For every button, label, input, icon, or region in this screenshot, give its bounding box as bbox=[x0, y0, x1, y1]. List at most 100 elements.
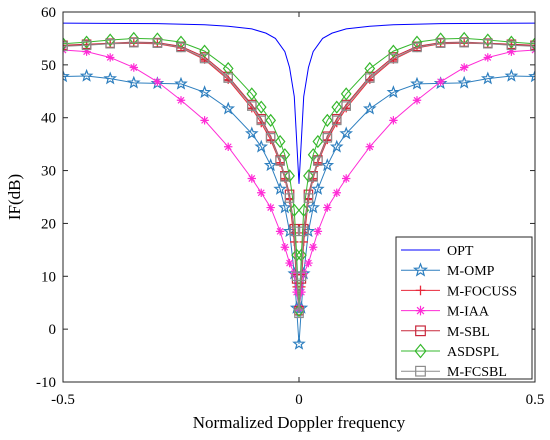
data-point bbox=[329, 139, 344, 153]
data-point bbox=[104, 33, 116, 47]
data-point bbox=[313, 227, 323, 236]
data-point bbox=[284, 193, 295, 203]
legend-item: M-IAA bbox=[401, 305, 490, 320]
legend-marker bbox=[415, 305, 426, 316]
data-point bbox=[257, 188, 266, 197]
x-axis-label: Normalized Doppler frequency bbox=[193, 413, 406, 432]
legend-marker bbox=[415, 285, 426, 296]
data-point bbox=[388, 44, 399, 58]
data-point bbox=[153, 77, 162, 86]
data-point bbox=[460, 63, 469, 72]
data-point bbox=[435, 38, 446, 48]
data-point bbox=[81, 35, 92, 49]
data-point bbox=[365, 142, 374, 151]
data-point bbox=[176, 42, 186, 53]
data-point bbox=[63, 69, 70, 83]
data-point bbox=[340, 87, 352, 101]
data-point bbox=[246, 87, 258, 101]
data-point bbox=[331, 100, 343, 114]
legend-marker bbox=[412, 262, 429, 277]
data-point bbox=[280, 172, 290, 182]
data-point bbox=[306, 200, 320, 214]
data-point bbox=[265, 113, 277, 127]
data-point bbox=[82, 47, 91, 56]
legend-label: OPT bbox=[447, 244, 474, 259]
data-point bbox=[296, 271, 307, 282]
data-point bbox=[458, 31, 470, 46]
legend-label: M-OMP bbox=[447, 264, 495, 279]
data-point bbox=[362, 101, 377, 115]
data-point bbox=[331, 115, 342, 126]
x-tick-label: 0 bbox=[295, 392, 303, 408]
data-point bbox=[280, 243, 290, 252]
data-point bbox=[199, 53, 210, 64]
data-point bbox=[342, 174, 351, 183]
data-point bbox=[105, 38, 115, 49]
data-point bbox=[265, 133, 276, 143]
data-point bbox=[174, 76, 188, 90]
data-point bbox=[273, 181, 287, 195]
data-point bbox=[245, 126, 259, 140]
data-point bbox=[152, 38, 163, 48]
data-point bbox=[482, 33, 494, 47]
data-point bbox=[223, 73, 233, 83]
legend-label: M-IAA bbox=[447, 305, 490, 320]
series-m-fcsbl bbox=[63, 37, 535, 319]
legend-label: M-FOCUSS bbox=[447, 284, 517, 299]
y-tick-label: 60 bbox=[41, 5, 56, 21]
data-point bbox=[263, 158, 278, 172]
series-m-iaa bbox=[63, 45, 535, 313]
data-point bbox=[81, 40, 92, 51]
data-point bbox=[106, 53, 115, 62]
data-point bbox=[506, 40, 517, 51]
x-tick-label: 0.5 bbox=[526, 392, 545, 408]
data-point bbox=[275, 227, 285, 236]
series-line bbox=[63, 75, 535, 344]
legend-label: M-SBL bbox=[447, 325, 490, 340]
legend-item: M-SBL bbox=[401, 325, 490, 340]
data-point bbox=[294, 308, 304, 319]
data-point bbox=[200, 116, 209, 125]
y-tick-label: 20 bbox=[41, 216, 56, 232]
legend-marker bbox=[414, 343, 427, 359]
data-point bbox=[320, 158, 335, 172]
data-point bbox=[436, 77, 445, 86]
y-tick-label: 50 bbox=[41, 58, 56, 74]
legend-item: M-FCSBL bbox=[401, 365, 507, 380]
data-point bbox=[275, 156, 285, 166]
y-axis-label: IF(dB) bbox=[5, 174, 24, 220]
data-point bbox=[457, 75, 472, 89]
series-line bbox=[63, 42, 535, 314]
data-point bbox=[412, 96, 422, 105]
legend-item: OPT bbox=[401, 244, 474, 259]
data-point bbox=[129, 37, 139, 48]
legend-marker bbox=[415, 325, 426, 337]
data-point bbox=[298, 226, 309, 237]
y-tick-label: 0 bbox=[49, 322, 57, 338]
data-point bbox=[483, 53, 492, 62]
data-point bbox=[365, 73, 375, 83]
data-point bbox=[388, 53, 399, 64]
y-tick-label: 10 bbox=[41, 269, 56, 285]
data-point bbox=[308, 243, 318, 252]
legend: OPT M-OMP M-FOCUSS M-IAA M-SBL ASDSPL M-FCSBL bbox=[395, 236, 533, 380]
data-point bbox=[323, 203, 332, 212]
data-point bbox=[506, 35, 517, 49]
data-point bbox=[311, 181, 325, 195]
data-point bbox=[480, 71, 495, 85]
data-point bbox=[386, 85, 401, 99]
data-point bbox=[176, 96, 186, 105]
data-point bbox=[128, 31, 140, 46]
data-point bbox=[247, 174, 256, 183]
legend-item: M-FOCUSS bbox=[401, 284, 517, 299]
data-point bbox=[504, 68, 519, 82]
data-point bbox=[199, 44, 210, 58]
data-point bbox=[152, 32, 163, 46]
data-point bbox=[285, 258, 294, 268]
data-point bbox=[528, 69, 535, 83]
data-point bbox=[435, 32, 446, 46]
data-point bbox=[129, 63, 138, 72]
legend-label: M-FCSBL bbox=[447, 365, 507, 380]
data-point bbox=[304, 258, 313, 268]
x-tick-label: -0.5 bbox=[51, 392, 75, 408]
